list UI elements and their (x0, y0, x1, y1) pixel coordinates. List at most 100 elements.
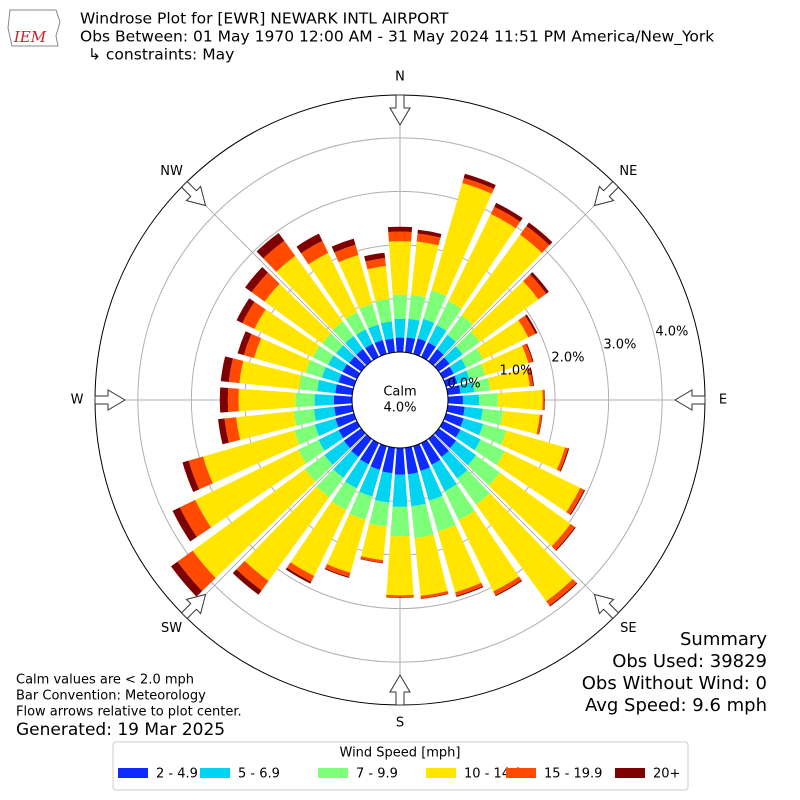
legend-box (112, 741, 689, 791)
bar-segment (530, 272, 549, 294)
bar-segment (496, 451, 581, 513)
grid-spoke (433, 433, 617, 617)
bar-segment (417, 229, 442, 238)
bar-segment (518, 315, 536, 338)
bar-segment (462, 394, 480, 406)
bar-segment (439, 421, 461, 438)
calm-label: Calm (383, 385, 416, 400)
direction-label: W (71, 393, 84, 408)
bar-segment (406, 318, 420, 339)
bar-segment (446, 385, 461, 395)
bar-segment (338, 421, 361, 439)
legend-swatch (426, 768, 456, 778)
bar-segment (472, 378, 491, 393)
legend-swatch (615, 768, 645, 778)
bar-segment (336, 345, 355, 363)
bar-segment (446, 405, 465, 416)
flow-arrow (180, 593, 207, 620)
bar-segment (423, 290, 447, 323)
bar-segment (382, 446, 395, 474)
bar-segment (264, 283, 331, 344)
legend-swatch (200, 768, 230, 778)
bar-segment (444, 346, 463, 364)
grid-spoke (183, 183, 367, 367)
bar-segment (559, 448, 570, 472)
bar-segment (431, 459, 457, 492)
bar-segment (294, 424, 319, 445)
bar-segment (461, 348, 484, 368)
logo-outline (7, 9, 61, 47)
bar-segment (542, 389, 545, 411)
legend-swatch (506, 768, 536, 778)
bar-segment (313, 406, 336, 421)
bar-segment (428, 349, 444, 366)
direction-label: N (395, 70, 405, 85)
bar-segment (179, 499, 212, 538)
bar-segment (290, 501, 347, 576)
ring-label: 3.0% (603, 338, 636, 353)
bar-segment (345, 459, 369, 489)
bar-segment (182, 460, 200, 493)
bar-segment (494, 202, 523, 222)
bar-segment (431, 182, 492, 296)
bar-segment (325, 564, 351, 577)
bar-segment (394, 447, 406, 475)
bar-segment (529, 367, 534, 387)
bar-segment (367, 266, 390, 302)
bar-segment (365, 343, 379, 361)
bar-segment (413, 443, 430, 471)
bar-segment (359, 466, 380, 497)
calm-value: 4.0% (383, 401, 416, 416)
bar-segment (298, 439, 325, 464)
bar-segment (467, 455, 500, 486)
bar-segment (338, 255, 373, 309)
bar-segment (460, 418, 484, 436)
chart-subtitle: Obs Between: 01 May 1970 12:00 AM - 31 M… (80, 28, 714, 47)
legend-label: 15 - 19.9 (544, 767, 602, 782)
bar-segment (364, 252, 386, 262)
bar-segment (171, 561, 203, 597)
legend-title: Wind Speed [mph] (340, 746, 461, 761)
bar-segment (385, 338, 395, 354)
bar-segment (256, 232, 285, 259)
calm-circle (351, 351, 449, 449)
grid-spoke (433, 183, 617, 367)
bar-segment (242, 301, 266, 329)
bar-segment (501, 430, 566, 470)
summary: Obs Used: 39829 (612, 651, 767, 672)
bar-segment (394, 318, 406, 338)
bar-segment (172, 507, 197, 542)
grid-spoke (183, 433, 367, 617)
bar-segment (305, 360, 326, 378)
bar-segment (411, 503, 434, 539)
flow-arrow (389, 674, 411, 706)
bar-segment (520, 226, 550, 254)
bar-segment (345, 336, 363, 355)
legend-swatch (118, 768, 148, 778)
bar-segment (299, 375, 320, 392)
legend-label: 5 - 6.9 (238, 767, 280, 782)
bar-segment (522, 343, 533, 364)
legend-label: 2 - 4.9 (156, 767, 198, 782)
bar-segment (434, 357, 450, 372)
flow-arrow (389, 94, 411, 126)
bar-segment (343, 428, 366, 449)
bar-segment (286, 562, 315, 582)
bar-segment (405, 446, 419, 475)
bar-segment (375, 299, 392, 324)
bar-segment (417, 318, 435, 342)
legend-label: 7 - 9.9 (356, 767, 398, 782)
bar-segment (312, 345, 334, 365)
flow-arrow (674, 389, 706, 411)
bar-segment (413, 338, 427, 357)
bar-segment (361, 523, 387, 561)
bar-segment (342, 364, 361, 379)
bar-segment (526, 367, 533, 387)
bar-segment (386, 596, 414, 598)
bar-segment (454, 370, 470, 384)
bar-segment (236, 411, 297, 440)
ring-label: 2.0% (551, 351, 584, 366)
bar-segment (449, 440, 477, 466)
note: Calm values are < 2.0 mph (16, 673, 194, 688)
